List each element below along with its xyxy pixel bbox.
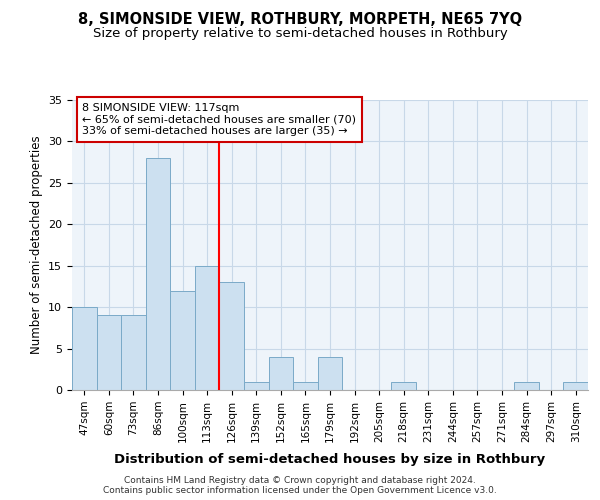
Bar xyxy=(391,382,416,390)
Bar xyxy=(318,357,342,390)
Bar xyxy=(97,316,121,390)
Bar xyxy=(563,382,588,390)
Text: Size of property relative to semi-detached houses in Rothbury: Size of property relative to semi-detach… xyxy=(92,28,508,40)
Text: Contains public sector information licensed under the Open Government Licence v3: Contains public sector information licen… xyxy=(103,486,497,495)
Bar xyxy=(269,357,293,390)
Bar xyxy=(293,382,318,390)
Text: 8 SIMONSIDE VIEW: 117sqm
← 65% of semi-detached houses are smaller (70)
33% of s: 8 SIMONSIDE VIEW: 117sqm ← 65% of semi-d… xyxy=(82,103,356,136)
Bar xyxy=(170,290,195,390)
Bar xyxy=(244,382,269,390)
Text: Contains HM Land Registry data © Crown copyright and database right 2024.: Contains HM Land Registry data © Crown c… xyxy=(124,476,476,485)
Bar xyxy=(514,382,539,390)
Bar xyxy=(121,316,146,390)
X-axis label: Distribution of semi-detached houses by size in Rothbury: Distribution of semi-detached houses by … xyxy=(115,453,545,466)
Bar xyxy=(195,266,220,390)
Y-axis label: Number of semi-detached properties: Number of semi-detached properties xyxy=(29,136,43,354)
Text: 8, SIMONSIDE VIEW, ROTHBURY, MORPETH, NE65 7YQ: 8, SIMONSIDE VIEW, ROTHBURY, MORPETH, NE… xyxy=(78,12,522,28)
Bar xyxy=(146,158,170,390)
Bar xyxy=(72,307,97,390)
Bar xyxy=(220,282,244,390)
